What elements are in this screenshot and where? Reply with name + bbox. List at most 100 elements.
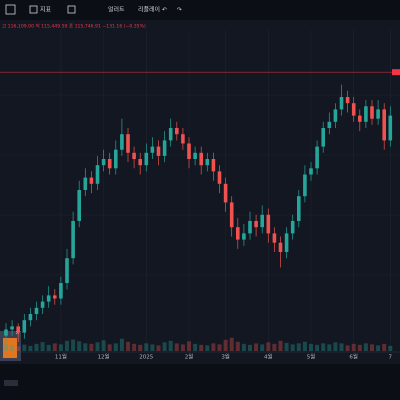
volume-bar bbox=[77, 341, 82, 351]
volume-bar bbox=[363, 343, 368, 351]
candle-body bbox=[229, 202, 234, 228]
candle-body bbox=[34, 307, 39, 314]
candle-body bbox=[236, 227, 240, 240]
candle-body bbox=[309, 168, 313, 175]
candle-body bbox=[10, 326, 14, 330]
candle-body bbox=[83, 177, 88, 190]
volume-bar bbox=[83, 343, 88, 351]
volume-bar bbox=[150, 344, 155, 351]
candle-body bbox=[345, 97, 350, 104]
close-icon[interactable]: × bbox=[15, 330, 20, 337]
candle-body bbox=[162, 140, 167, 156]
candle-body bbox=[339, 97, 344, 110]
candle-body bbox=[65, 258, 69, 283]
volume-bar bbox=[321, 343, 326, 351]
x-tick-label: 6월 bbox=[349, 353, 358, 361]
candle-body bbox=[254, 221, 258, 228]
candle-body bbox=[388, 115, 393, 141]
candle-body bbox=[327, 121, 332, 128]
volume-bar bbox=[16, 346, 21, 351]
candle-body bbox=[16, 326, 20, 333]
candle-body bbox=[22, 320, 27, 333]
candle-body bbox=[303, 174, 307, 197]
volume-bar bbox=[266, 342, 271, 351]
candle-body bbox=[71, 221, 75, 259]
x-tick-label: 7 bbox=[389, 355, 393, 361]
volume-bar bbox=[52, 343, 57, 351]
indicator-icon[interactable] bbox=[29, 5, 38, 14]
volume-bar bbox=[126, 341, 130, 351]
candle-body bbox=[242, 233, 246, 240]
volume-bar bbox=[370, 344, 374, 351]
volume-bar bbox=[28, 345, 33, 351]
volume-bar bbox=[89, 343, 94, 351]
volume-bar bbox=[119, 338, 124, 351]
volume-bar bbox=[71, 339, 76, 351]
volume-bar bbox=[357, 344, 362, 351]
volume-bar bbox=[193, 343, 198, 351]
volume-bar bbox=[4, 343, 8, 351]
candle-body bbox=[376, 109, 380, 119]
x-tick-label: 11월 bbox=[55, 353, 67, 361]
candle-body bbox=[266, 214, 271, 234]
candle-body bbox=[297, 196, 301, 221]
candle-body bbox=[120, 134, 124, 150]
candle-body bbox=[175, 128, 179, 135]
toolbar-button[interactable]: 리플레이 bbox=[138, 6, 160, 14]
volume-bar bbox=[388, 345, 393, 351]
candle-body bbox=[193, 152, 197, 159]
template-icon[interactable] bbox=[67, 5, 76, 14]
candle-body bbox=[4, 329, 8, 336]
price-tag bbox=[392, 69, 400, 76]
x-tick-label: 2월 bbox=[185, 353, 194, 361]
volume-bar bbox=[241, 343, 246, 351]
volume-bar bbox=[138, 344, 143, 351]
undo-icon[interactable]: ↶ bbox=[162, 7, 167, 14]
redo-icon[interactable]: ↷ bbox=[177, 7, 182, 14]
volume-bar bbox=[95, 342, 100, 351]
volume-bar bbox=[10, 345, 15, 351]
ohlc-header: 고 116,109.00 저 115,449.59 종 115,746.91 −… bbox=[2, 23, 146, 30]
x-tick-label: 2025 bbox=[139, 355, 153, 361]
candle-body bbox=[321, 128, 325, 147]
thumbnail-button[interactable] bbox=[4, 380, 18, 386]
candle-body bbox=[284, 233, 289, 252]
volume-bar bbox=[205, 345, 210, 351]
volume-bar bbox=[58, 344, 63, 351]
volume-bar bbox=[180, 344, 185, 351]
volume-bar bbox=[34, 343, 39, 351]
candle-body bbox=[132, 152, 136, 159]
volume-bar bbox=[351, 343, 356, 351]
candle-body bbox=[187, 143, 191, 159]
candle-body bbox=[351, 103, 356, 116]
volume-bar bbox=[223, 339, 228, 351]
volume-bar bbox=[333, 342, 338, 351]
candle-body bbox=[138, 159, 142, 166]
candle-body bbox=[107, 159, 112, 169]
volume-bar bbox=[199, 344, 204, 351]
volume-bar bbox=[327, 344, 332, 351]
volume-bar bbox=[113, 343, 118, 351]
candle-body bbox=[77, 190, 81, 221]
volume-bar bbox=[46, 344, 51, 351]
candle-body bbox=[223, 183, 228, 203]
x-tick-label: 4월 bbox=[264, 353, 273, 361]
candle-body bbox=[205, 159, 210, 166]
toolbar-button[interactable]: 얼러트 bbox=[108, 6, 125, 14]
volume-bar bbox=[101, 340, 106, 351]
candle-body bbox=[95, 165, 100, 184]
layout-icon[interactable] bbox=[5, 4, 16, 15]
x-tick-label: 12월 bbox=[98, 353, 110, 361]
x-tick-label: 3월 bbox=[221, 353, 230, 361]
volume-bar bbox=[278, 340, 283, 351]
toolbar-button[interactable]: 지표 bbox=[40, 6, 52, 14]
candle-body bbox=[278, 242, 283, 252]
candle-body bbox=[272, 233, 277, 243]
candle-body bbox=[364, 106, 368, 122]
candle-body bbox=[114, 149, 118, 169]
candle-body bbox=[211, 159, 216, 172]
volume-bar bbox=[302, 341, 307, 351]
candle-body bbox=[40, 301, 45, 308]
